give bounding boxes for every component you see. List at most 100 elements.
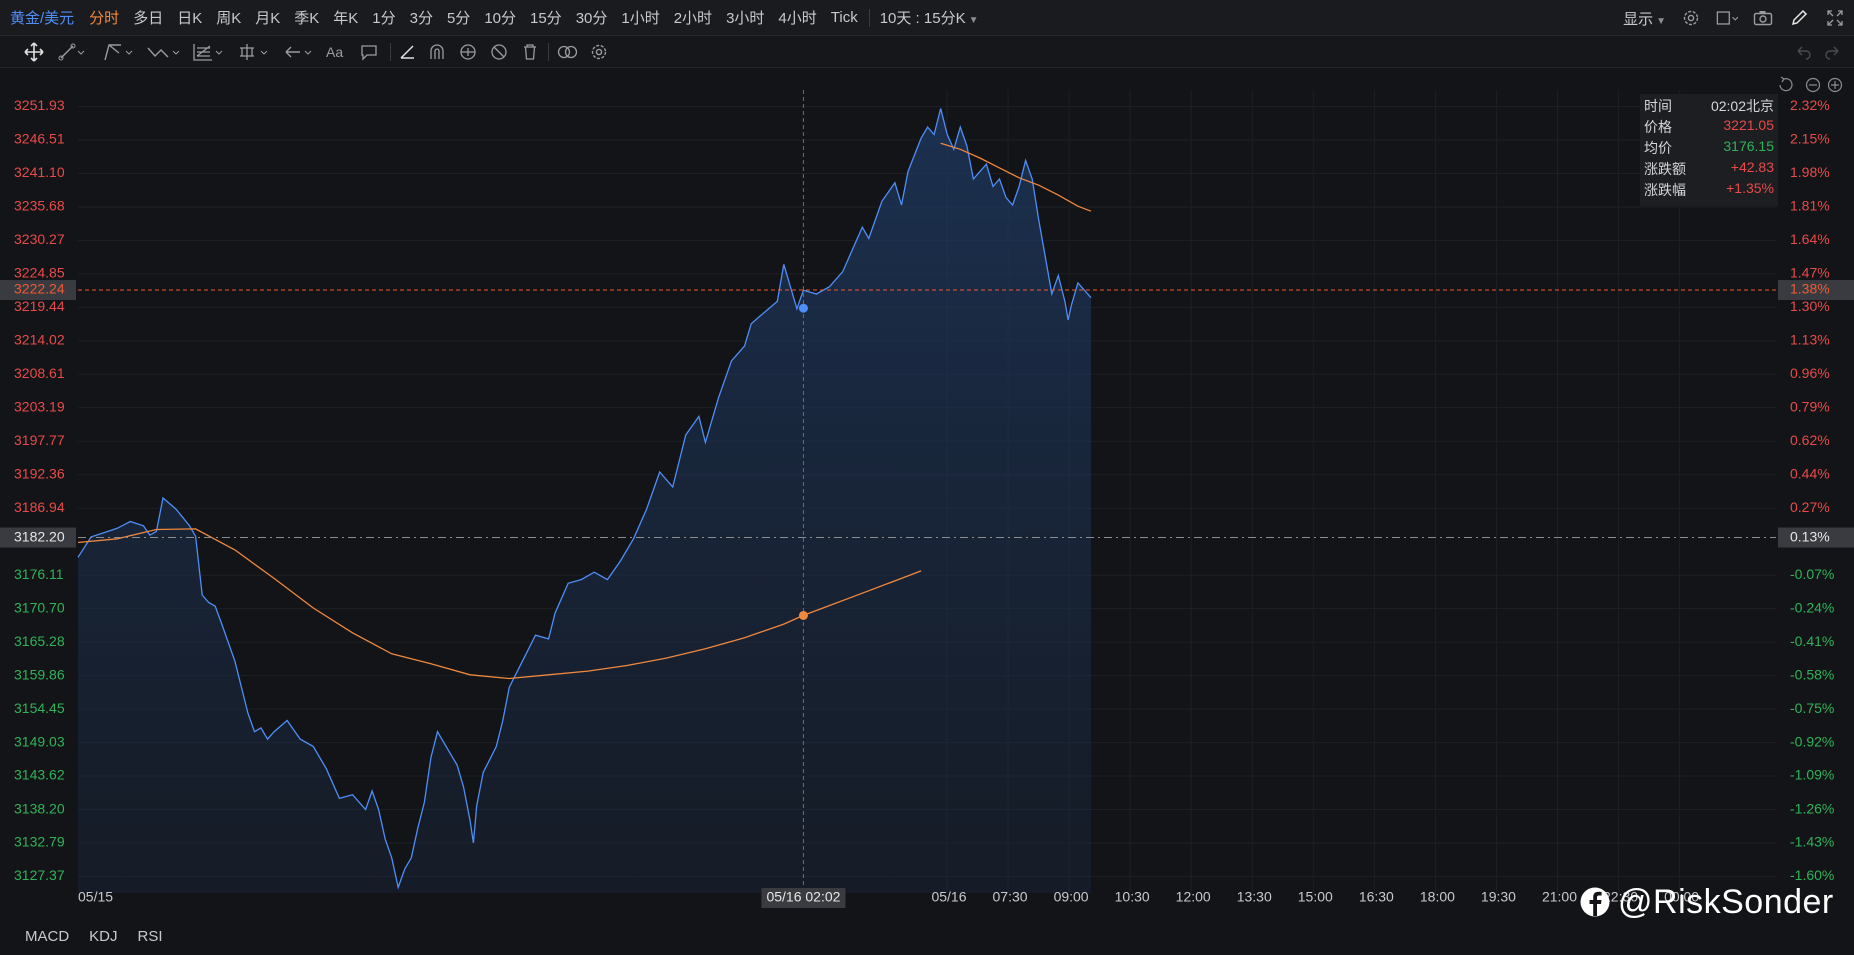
magnet-icon[interactable]: [428, 41, 446, 63]
facebook-icon: [1580, 887, 1610, 917]
wave-icon[interactable]: [146, 41, 184, 63]
y-tick-label: 3149.03: [14, 733, 65, 749]
tab-period[interactable]: 分时: [89, 10, 120, 27]
x-tick-label: 19:30: [1481, 889, 1516, 905]
settings-icon[interactable]: [590, 41, 608, 63]
y-tick-label: 3176.11: [14, 566, 64, 582]
y-tick-label: 3154.45: [14, 700, 65, 716]
comment-icon[interactable]: [360, 41, 378, 63]
x-tick-label: 21:00: [1542, 889, 1577, 905]
y-tick-label: 3132.79: [14, 834, 65, 850]
tab-period[interactable]: 年K: [333, 10, 359, 27]
prev-close-pct-tag: [1778, 527, 1854, 548]
link-icon[interactable]: [556, 41, 580, 63]
tooltip-info-box: 时间 02:02北京 价格 3221.05 均价 3176.15 涨跌额 +42…: [1640, 94, 1778, 206]
crosshair-price-label: 3222.24: [14, 281, 65, 297]
zoom-in-icon[interactable]: [1827, 77, 1843, 93]
line-icon[interactable]: [58, 41, 88, 63]
tab-period[interactable]: 2小时: [673, 10, 713, 27]
eye-icon[interactable]: [458, 41, 478, 63]
tab-period[interactable]: 15分: [530, 10, 562, 27]
overlay: 3182.20 0.13% 3222.24 1.38% 05/16 02:02: [0, 90, 1854, 908]
arrow-icon[interactable]: [283, 41, 317, 63]
info-key: 时间: [1644, 98, 1672, 114]
info-row-change: 涨跌额 +42.83: [1640, 159, 1778, 179]
undo-icon[interactable]: [1794, 41, 1812, 63]
tab-period[interactable]: Tick: [830, 9, 858, 26]
range-label: 10天 : 15分K: [879, 10, 966, 27]
tab-period[interactable]: 日K: [177, 10, 203, 27]
info-key: 价格: [1644, 119, 1672, 135]
reset-icon[interactable]: [1779, 76, 1793, 92]
y-tick-label: 3170.70: [14, 599, 65, 615]
trash-icon[interactable]: [522, 41, 538, 63]
fib-icon[interactable]: [192, 41, 226, 63]
pct-tick-label: 0.62%: [1790, 432, 1830, 448]
tab-period[interactable]: 4小时: [778, 10, 817, 27]
info-value: 3176.15: [1723, 138, 1774, 154]
tab-period[interactable]: 3小时: [726, 10, 765, 27]
zoom-out-icon[interactable]: [1805, 77, 1821, 93]
crosshair-pct-tag: [1778, 280, 1854, 301]
pct-tick-label: -1.43%: [1790, 834, 1834, 850]
y-tick-label: 3165.28: [14, 633, 65, 649]
pct-tick-label: 0.44%: [1790, 465, 1830, 481]
divider: [548, 43, 549, 61]
redo-icon[interactable]: [1824, 41, 1842, 63]
pen-icon[interactable]: [398, 41, 416, 63]
hide-icon[interactable]: [490, 41, 508, 63]
tab-period[interactable]: 季K: [294, 10, 320, 27]
camera-icon[interactable]: [1752, 7, 1774, 29]
pct-tick-label: 1.47%: [1790, 265, 1830, 281]
move-icon[interactable]: [24, 41, 44, 63]
x-axis: 05/15 05/16 07:30 09:00 10:30 12:00 13:30 15:00…: [78, 889, 1699, 905]
pct-tick-label: -1.09%: [1790, 767, 1834, 783]
pencil-icon[interactable]: [1788, 7, 1810, 29]
prev-close-label: 3182.20: [14, 528, 65, 544]
measure-icon[interactable]: [237, 41, 273, 63]
pct-tick-label: -0.75%: [1790, 700, 1834, 716]
layout-icon[interactable]: [1716, 7, 1738, 29]
tab-period[interactable]: 多日: [133, 10, 164, 27]
tab-period[interactable]: 1分: [372, 10, 396, 27]
pct-tick-label: 0.27%: [1790, 499, 1830, 515]
indicator-rsi[interactable]: RSI: [137, 928, 163, 945]
period-tabs: 分时 多日 日K 周K 月K 季K 年K 1分 3分 5分 10分 15分 30分 1小时 2小时 3小时 4小…: [82, 7, 865, 28]
price-chart[interactable]: 3182.20 0.13% 3222.24 1.38% 05/16 02:02 3251…: [0, 68, 1854, 918]
pct-tick-label: -0.58%: [1790, 666, 1834, 682]
pct-tick-label: -1.60%: [1790, 867, 1834, 883]
tab-period[interactable]: 30分: [575, 10, 608, 27]
tab-period[interactable]: 月K: [255, 10, 281, 27]
tab-period[interactable]: 3分: [409, 10, 433, 27]
channel-icon[interactable]: [103, 41, 137, 63]
info-key: 均价: [1644, 140, 1672, 156]
fullscreen-icon[interactable]: [1824, 7, 1846, 29]
prev-close-pct-label: 0.13%: [1790, 528, 1830, 544]
gear-icon[interactable]: [1680, 7, 1702, 29]
price-line: [77, 108, 1092, 890]
text-tool-label: Aa: [326, 44, 344, 60]
top-right-controls: 显示 ▼: [1623, 0, 1846, 36]
y-tick-label: 3241.10: [14, 164, 65, 180]
price-area: [78, 108, 1091, 893]
indicator-macd[interactable]: MACD: [25, 928, 70, 945]
info-row-price: 价格 3221.05: [1640, 117, 1778, 137]
indicator-tabs: MACD KDJ RSI: [0, 918, 1854, 955]
x-tick-label: 12:00: [1176, 889, 1211, 905]
display-menu[interactable]: 显示 ▼: [1623, 8, 1666, 29]
indicator-kdj[interactable]: KDJ: [89, 928, 118, 945]
info-value: +42.83: [1730, 159, 1774, 175]
tab-period[interactable]: 周K: [216, 10, 242, 27]
range-selector[interactable]: 10天 : 15分K ▼: [874, 7, 985, 28]
info-value: 3221.05: [1723, 117, 1774, 133]
y-tick-label: 3214.02: [14, 332, 65, 348]
tab-period[interactable]: 10分: [484, 10, 516, 27]
text-icon[interactable]: Aa: [326, 41, 343, 63]
pct-tick-label: 1.13%: [1790, 332, 1830, 348]
prev-close-tag: [0, 527, 76, 548]
x-tick-label: 07:30: [993, 889, 1028, 905]
tab-period[interactable]: 5分: [446, 10, 471, 27]
symbol-label[interactable]: 黄金/美元: [10, 10, 75, 27]
x-tick-label: 09:00: [1054, 889, 1089, 905]
tab-period[interactable]: 1小时: [621, 10, 660, 27]
